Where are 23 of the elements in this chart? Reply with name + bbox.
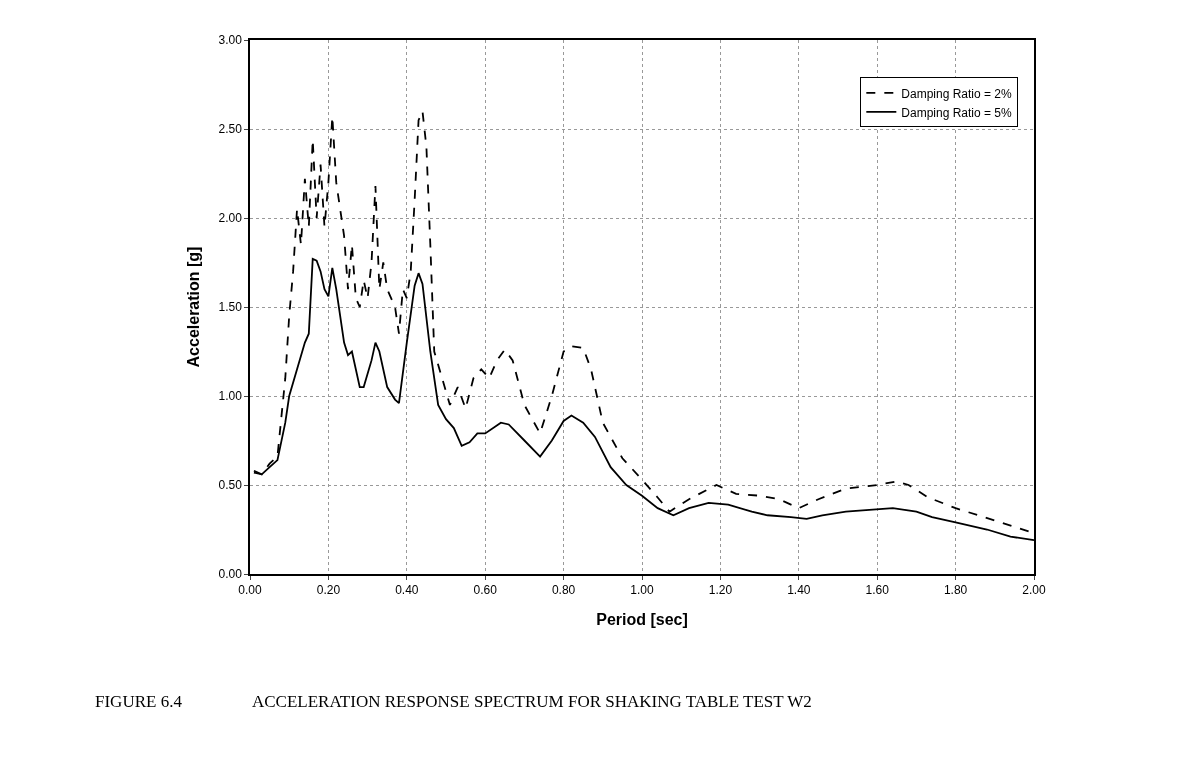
- y-tick-label: 2.50: [218, 122, 243, 137]
- legend-label: Damping Ratio = 2%: [901, 86, 1013, 101]
- x-tick-label: 2.00: [1022, 583, 1046, 598]
- x-tick-label: 1.80: [943, 583, 968, 598]
- y-tick-label: 3.00: [218, 33, 243, 48]
- x-tick-label: 0.80: [551, 583, 576, 598]
- x-tick-label: 1.40: [787, 583, 811, 598]
- text: FIGURE 6.4 ACCELERATION RESPONSE SPECTRUM FOR SHAKING TABLE TEST W2: [95, 692, 812, 711]
- x-tick-label: 0.20: [316, 583, 341, 598]
- x-tick-label: 1.20: [708, 583, 733, 598]
- y-tick-label: 1.50: [218, 300, 243, 315]
- legend-label: Damping Ratio = 5%: [901, 105, 1013, 120]
- x-tick-label: 0.60: [473, 583, 498, 598]
- y-tick-label: 2.00: [218, 211, 243, 226]
- x-tick-label: 1.00: [630, 583, 654, 598]
- x-tick-label: 1.60: [865, 583, 890, 598]
- y-tick-label: 0.50: [218, 478, 243, 493]
- y-axis-title: Acceleration [g]: [184, 246, 202, 368]
- x-axis-title: Period [sec]: [596, 611, 688, 629]
- x-tick-label: 0.40: [395, 583, 419, 598]
- y-tick-label: 1.00: [218, 389, 243, 404]
- x-tick-label: 0.00: [238, 583, 262, 598]
- y-tick-label: 0.00: [218, 567, 243, 582]
